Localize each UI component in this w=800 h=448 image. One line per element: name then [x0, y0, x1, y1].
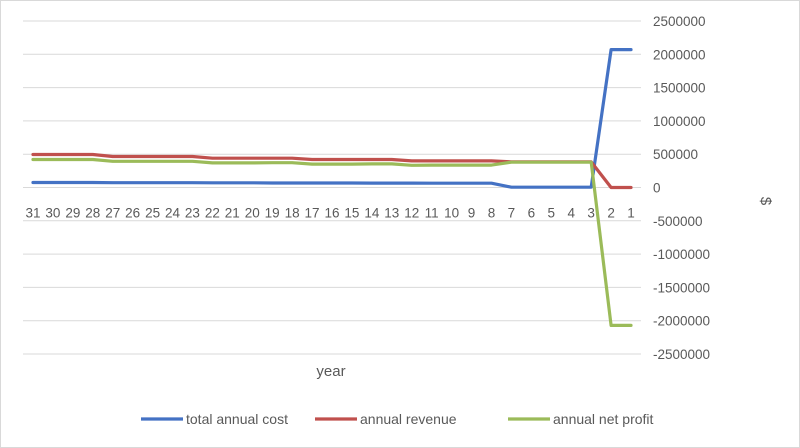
x-tick-label: 28 [85, 206, 100, 221]
x-tick-label: 24 [165, 206, 181, 221]
x-tick-label: 8 [488, 206, 496, 221]
x-tick-label: 22 [205, 206, 220, 221]
y-tick-label: -1500000 [653, 280, 710, 295]
x-tick-label: 6 [528, 206, 536, 221]
x-tick-label: 7 [508, 206, 516, 221]
y-tick-labels: 2500000 2000000 1500000 1000000 500000 0 -5000… [653, 14, 710, 362]
x-tick-label: 5 [548, 206, 556, 221]
x-axis-title: year [316, 363, 345, 380]
x-tick-label: 3 [587, 206, 595, 221]
x-tick-label: 16 [324, 206, 339, 221]
x-tick-label: 21 [225, 206, 240, 221]
y-tick-label: 1000000 [653, 114, 706, 129]
x-tick-label: 20 [245, 206, 260, 221]
legend-label-0: total annual cost [186, 411, 288, 427]
x-tick-label: 18 [285, 206, 300, 221]
y-tick-label: 2000000 [653, 47, 706, 62]
x-tick-label: 4 [567, 206, 575, 221]
x-tick-label: 19 [265, 206, 280, 221]
series-line-2 [31, 157, 633, 327]
x-tick-label: 11 [425, 206, 439, 221]
y-tick-label: -500000 [653, 214, 703, 229]
x-tick-label: 25 [145, 206, 160, 221]
x-tick-label: 13 [384, 206, 399, 221]
y-tick-label: -1000000 [653, 247, 710, 262]
series-layer [31, 47, 633, 327]
x-tick-label: 14 [364, 206, 380, 221]
x-tick-labels: 31 30 29 28 27 26 25 24 23 22 21 20 19 18 17 16 15 14 13 12… [25, 206, 634, 221]
y-tick-label: 1500000 [653, 81, 706, 96]
x-tick-label: 9 [468, 206, 476, 221]
legend: total annual cost annual revenue annual ne… [141, 411, 654, 427]
x-tick-label: 31 [25, 206, 40, 221]
x-tick-label: 2 [607, 206, 615, 221]
gridlines [23, 20, 641, 355]
y-tick-label: 0 [653, 181, 661, 196]
y-tick-label: 2500000 [653, 14, 706, 29]
x-tick-label: 26 [125, 206, 140, 221]
y-tick-label: 500000 [653, 147, 698, 162]
x-tick-label: 15 [344, 206, 359, 221]
y-tick-label: -2000000 [653, 314, 710, 329]
x-tick-label: 30 [45, 206, 60, 221]
legend-label-1: annual revenue [360, 411, 457, 427]
series-line-0 [31, 47, 633, 189]
x-tick-label: 23 [185, 206, 200, 221]
x-tick-label: 17 [305, 206, 320, 221]
x-tick-label: 29 [65, 206, 80, 221]
legend-label-2: annual net profit [553, 411, 654, 427]
x-tick-label: 1 [627, 206, 635, 221]
x-tick-label: 27 [105, 206, 120, 221]
y-tick-label: -2500000 [653, 347, 710, 362]
x-tick-label: 12 [404, 206, 419, 221]
x-tick-label: 10 [444, 206, 459, 221]
y-axis-title: $ [757, 197, 774, 206]
